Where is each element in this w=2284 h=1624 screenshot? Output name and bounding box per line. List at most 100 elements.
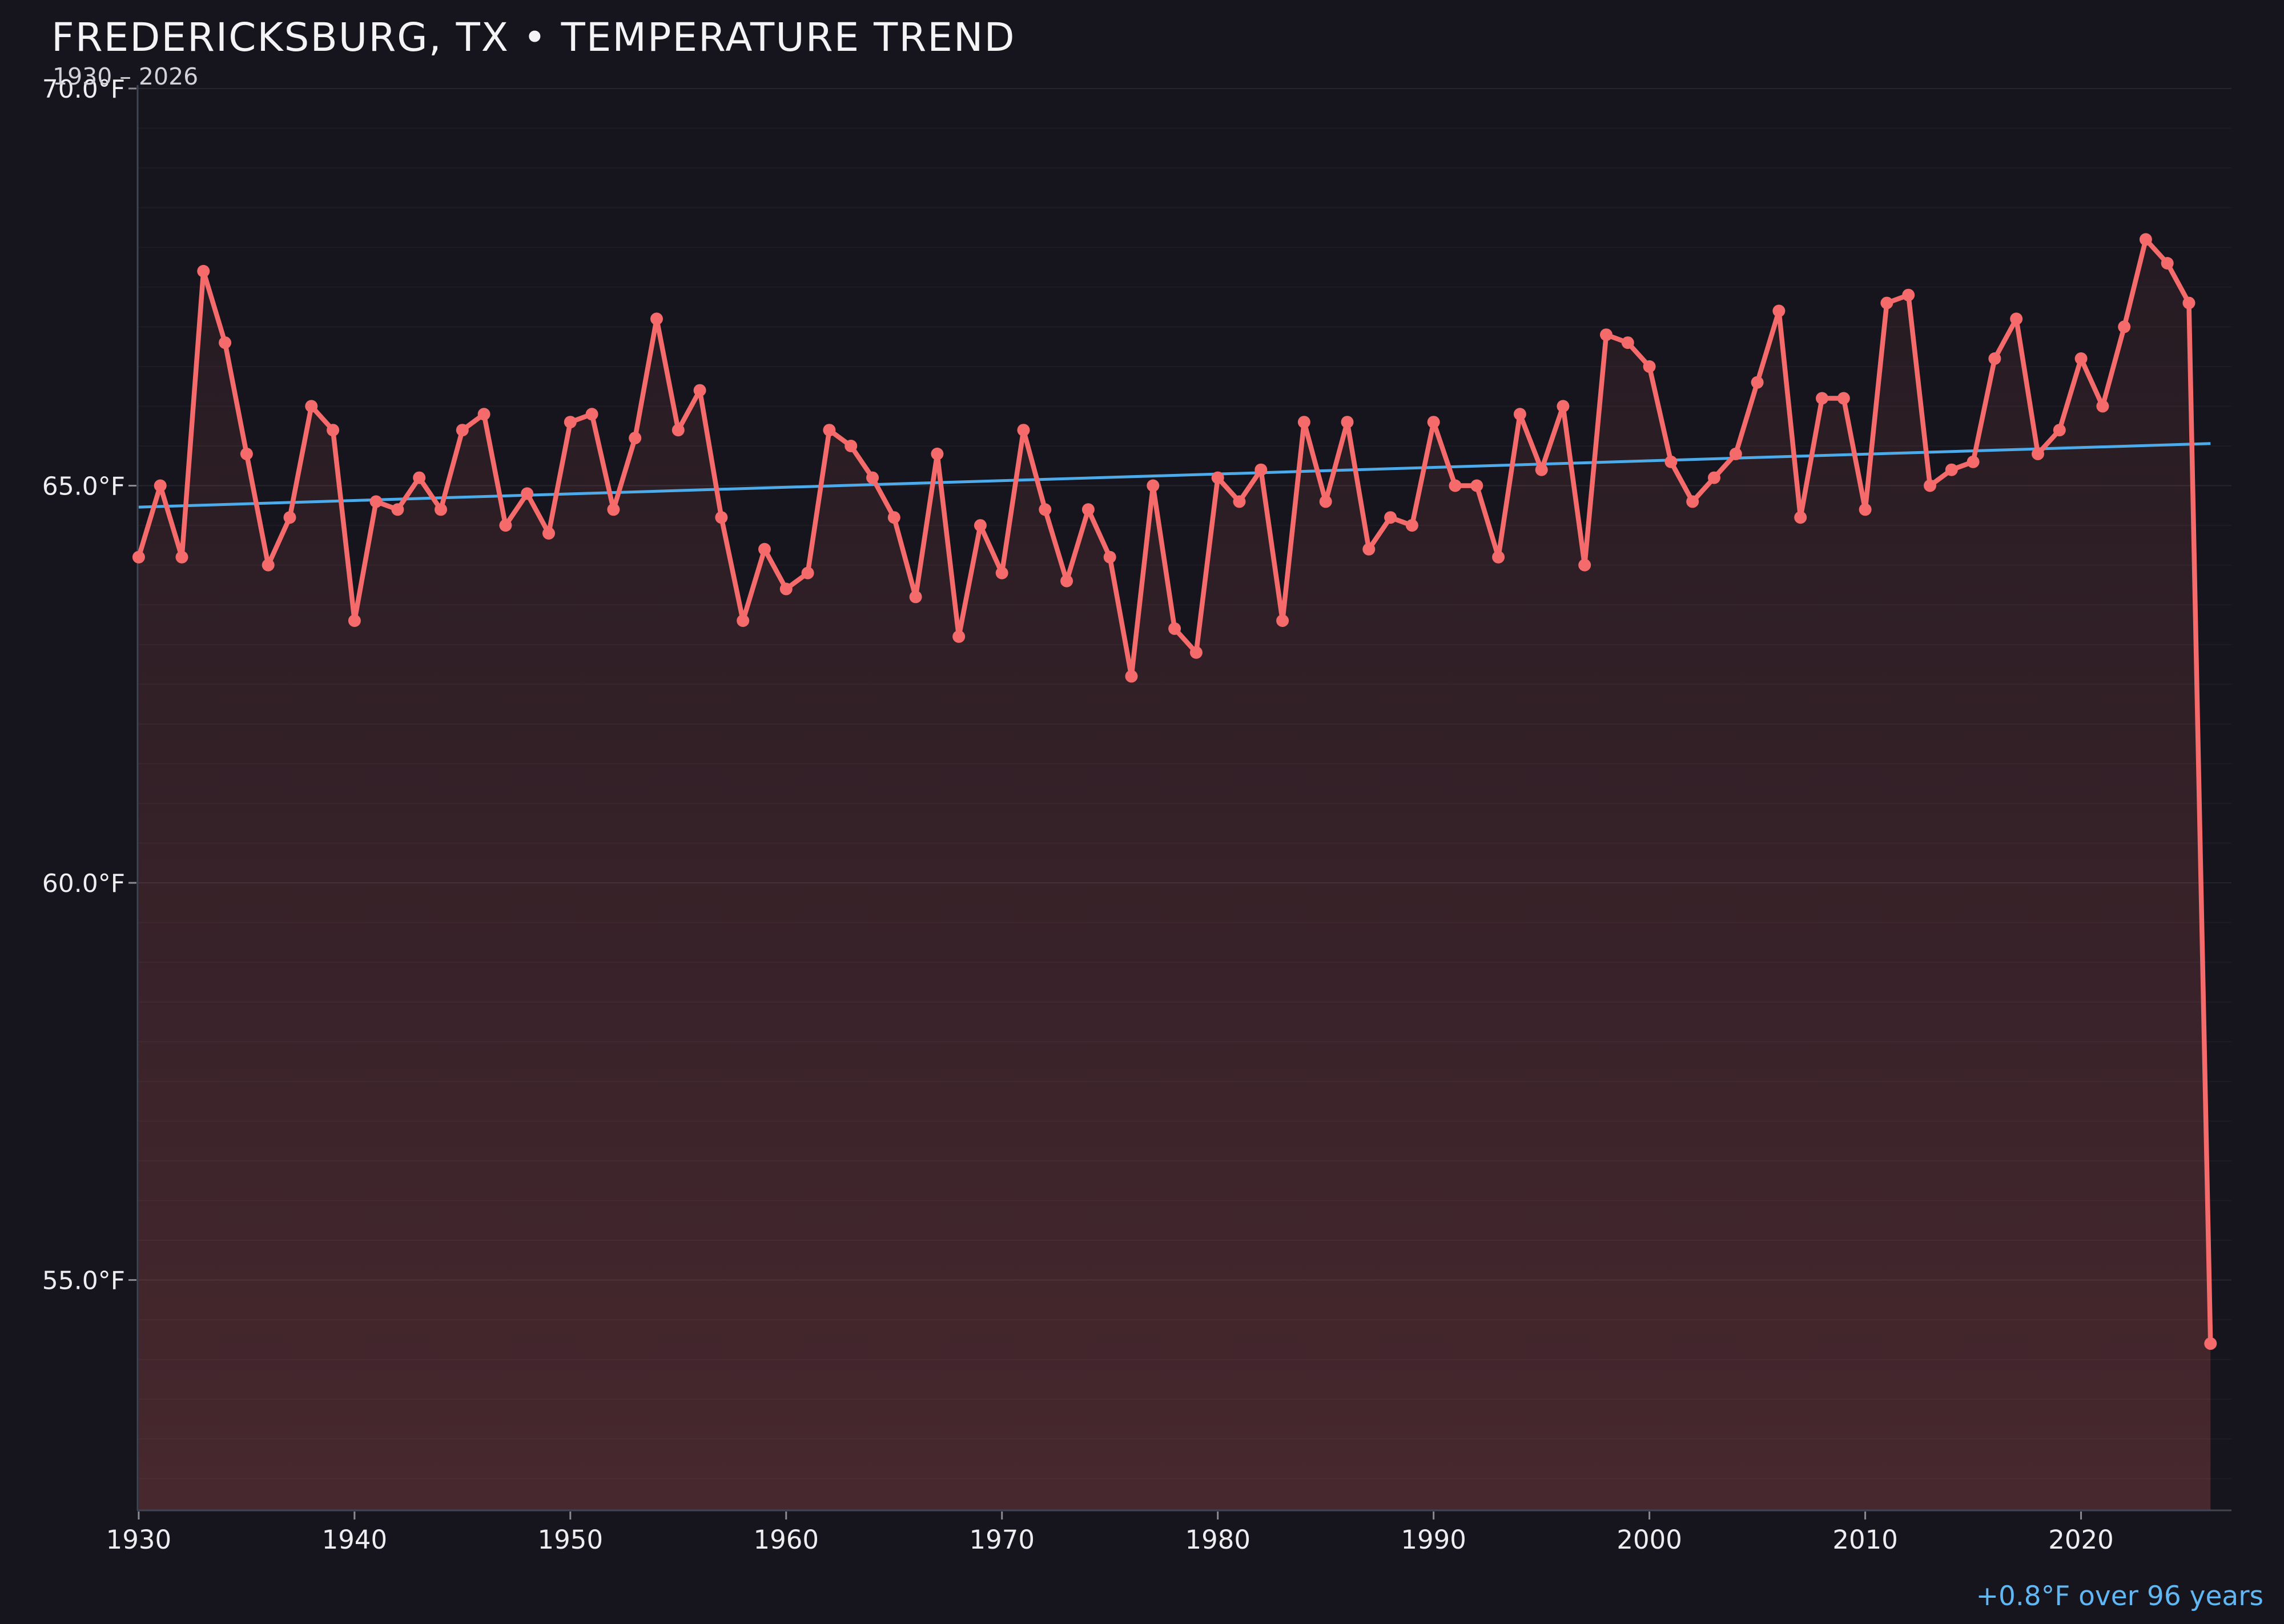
data-point-marker <box>1816 392 1828 405</box>
data-point-marker <box>1902 288 1915 302</box>
data-point-marker <box>995 566 1008 580</box>
data-point-marker <box>1729 447 1742 460</box>
y-tick-label: 70.0°F <box>42 75 125 104</box>
data-point-marker <box>262 558 275 572</box>
data-point-marker <box>650 312 663 325</box>
data-point-marker <box>456 424 469 437</box>
data-point-marker <box>1557 400 1570 413</box>
data-point-marker <box>2118 320 2131 333</box>
data-point-marker <box>1362 542 1376 556</box>
data-point-marker <box>1708 471 1720 484</box>
data-point-marker <box>1794 511 1807 524</box>
data-point-marker <box>564 416 577 429</box>
x-tick-label: 1930 <box>106 1525 172 1555</box>
y-tick-label: 55.0°F <box>42 1267 125 1296</box>
data-point-marker <box>435 503 447 516</box>
data-point-marker <box>629 432 642 445</box>
data-point-marker <box>1837 392 1850 405</box>
data-point-marker <box>2139 233 2152 246</box>
data-point-marker <box>1449 479 1462 492</box>
data-point-marker <box>845 440 858 452</box>
data-point-marker <box>1319 495 1332 508</box>
data-point-marker <box>1686 495 1699 508</box>
chart-subtitle-years: 1930 – 2026 <box>53 63 199 90</box>
data-point-marker <box>240 447 253 460</box>
data-point-marker <box>219 336 232 349</box>
data-point-marker <box>1168 622 1181 635</box>
data-point-marker <box>2204 1337 2217 1350</box>
data-point-marker <box>1924 479 1936 492</box>
data-point-marker <box>348 614 361 627</box>
data-point-marker <box>1772 304 1786 317</box>
data-point-marker <box>499 519 512 532</box>
data-point-marker <box>1859 503 1872 516</box>
data-point-marker <box>671 424 685 437</box>
data-point-marker <box>1384 511 1397 524</box>
data-point-marker <box>952 630 966 643</box>
data-point-marker <box>2096 400 2109 413</box>
x-tick-label: 1980 <box>1185 1525 1250 1555</box>
x-tick-label: 2000 <box>1617 1525 1682 1555</box>
data-point-marker <box>823 424 836 437</box>
data-point-marker <box>1578 558 1591 572</box>
data-point-marker <box>1621 336 1634 349</box>
data-point-marker <box>1125 670 1138 683</box>
data-point-marker <box>1643 360 1656 373</box>
data-point-marker <box>1664 455 1678 468</box>
data-point-marker <box>693 384 706 397</box>
x-tick-label: 1940 <box>322 1525 388 1555</box>
data-point-marker <box>1967 455 1980 468</box>
data-point-marker <box>391 503 404 516</box>
data-point-marker <box>1427 416 1440 429</box>
data-point-marker <box>1081 503 1095 516</box>
data-point-marker <box>413 471 426 484</box>
data-point-marker <box>1535 463 1548 476</box>
data-point-marker <box>1405 519 1418 532</box>
data-point-marker <box>779 582 793 596</box>
data-point-marker <box>737 614 750 627</box>
data-point-marker <box>974 519 987 532</box>
data-point-marker <box>801 566 814 580</box>
data-point-marker <box>1189 646 1203 659</box>
data-point-marker <box>1297 416 1310 429</box>
data-point-marker <box>1017 424 1030 437</box>
data-point-marker <box>715 511 728 524</box>
data-point-marker <box>2182 296 2195 309</box>
data-point-marker <box>283 511 296 524</box>
data-point-marker <box>1276 614 1289 627</box>
data-point-marker <box>866 471 879 484</box>
data-point-marker <box>477 408 490 421</box>
data-point-marker <box>1211 471 1224 484</box>
data-point-marker <box>154 479 167 492</box>
data-point-marker <box>1988 352 2001 365</box>
data-point-marker <box>2074 352 2088 365</box>
data-point-marker <box>132 550 145 564</box>
data-point-marker <box>1060 574 1073 588</box>
data-point-marker <box>1470 479 1483 492</box>
data-point-marker <box>369 495 383 508</box>
data-point-marker <box>1233 495 1246 508</box>
x-tick-label: 1950 <box>538 1525 604 1555</box>
data-point-marker <box>197 264 210 278</box>
data-point-marker <box>1254 463 1268 476</box>
page-title: FREDERICKSBURG, TX • TEMPERATURE TREND <box>51 15 1016 61</box>
data-point-marker <box>909 590 922 604</box>
data-point-marker <box>758 542 771 556</box>
data-point-marker <box>521 487 534 500</box>
data-point-marker <box>1103 550 1116 564</box>
data-point-marker <box>1341 416 1354 429</box>
y-tick-label: 60.0°F <box>42 869 125 898</box>
data-point-marker <box>607 503 620 516</box>
data-point-marker <box>1945 463 1958 476</box>
data-point-marker <box>175 550 188 564</box>
data-point-marker <box>2032 447 2044 460</box>
x-tick-label: 1990 <box>1401 1525 1466 1555</box>
data-point-marker <box>1039 503 1052 516</box>
data-point-marker <box>585 408 598 421</box>
series-area-fill <box>138 239 2211 1510</box>
data-point-marker <box>1880 296 1893 309</box>
data-point-marker <box>2161 257 2174 270</box>
data-point-marker <box>1492 550 1505 564</box>
